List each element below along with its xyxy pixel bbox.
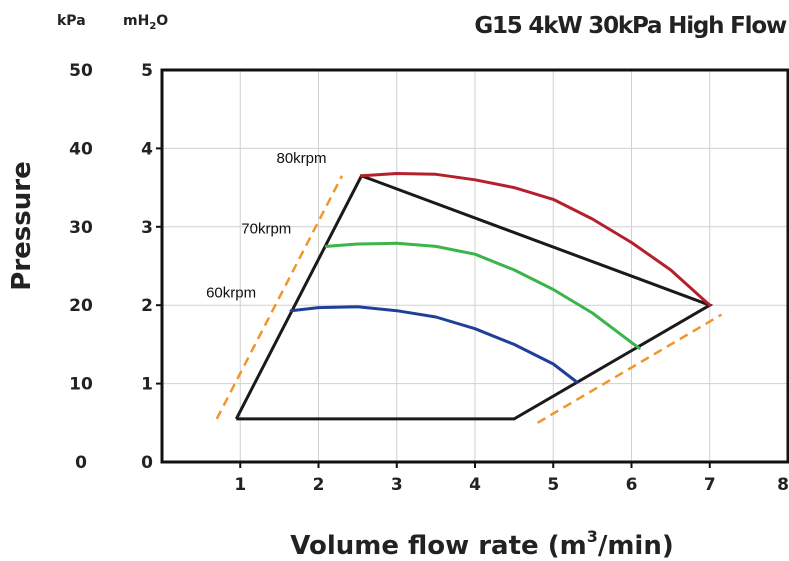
ytick-kpa-20: 20	[69, 296, 93, 316]
xtick-7: 7	[704, 475, 716, 495]
guide-lines	[215, 175, 723, 424]
label-60krpm: 60krpm	[206, 285, 256, 302]
guide-dashed-line	[215, 175, 344, 420]
ytick-mh2o-0: 0	[141, 453, 153, 473]
operating-envelope	[234, 173, 714, 421]
y-axis-title: Pressure	[7, 161, 37, 290]
unit-mh2o-label: mH2O	[123, 13, 168, 32]
ytick-kpa-40: 40	[69, 139, 93, 159]
gridlines	[162, 70, 788, 462]
chart-title: G15 4kW 30kPa High Flow	[474, 13, 787, 39]
ytick-mh2o-5: 5	[141, 61, 153, 81]
x-axis-title: Volume flow rate (m3/min)	[290, 527, 673, 561]
speed-labels: 80krpm 70krpm 60krpm	[206, 150, 326, 302]
xtick-5: 5	[547, 475, 559, 495]
ytick-kpa-30: 30	[69, 218, 93, 238]
xtick-6: 6	[626, 475, 638, 495]
label-70krpm: 70krpm	[241, 220, 291, 237]
ytick-mh2o-1: 1	[141, 375, 153, 395]
xtick-2: 2	[313, 475, 325, 495]
ytick-mh2o-2: 2	[141, 296, 153, 316]
x-axis-ticks: 1 2 3 4 5 6 7 8	[234, 462, 789, 495]
curve-60krpm	[289, 305, 579, 384]
speed-curves	[289, 172, 712, 384]
ytick-mh2o-3: 3	[141, 218, 153, 238]
ytick-kpa-10: 10	[69, 375, 93, 395]
guide-dashed-line	[536, 313, 723, 424]
ytick-kpa-50: 50	[69, 61, 93, 81]
y-axis-mh2o-ticks: 0 1 2 3 4 5	[141, 61, 162, 473]
curve-70krpm	[324, 241, 641, 350]
xtick-8: 8	[777, 475, 789, 495]
ytick-kpa-0: 0	[75, 453, 87, 473]
unit-kpa-label: kPa	[57, 13, 86, 29]
envelope-line	[234, 173, 714, 421]
xtick-4: 4	[469, 475, 481, 495]
label-80krpm: 80krpm	[277, 150, 327, 167]
curve-80krpm	[360, 172, 712, 307]
xtick-1: 1	[234, 475, 246, 495]
y-axis-kpa-ticks: 0 10 20 30 40 50	[69, 61, 93, 473]
ytick-mh2o-4: 4	[141, 139, 153, 159]
xtick-3: 3	[391, 475, 403, 495]
